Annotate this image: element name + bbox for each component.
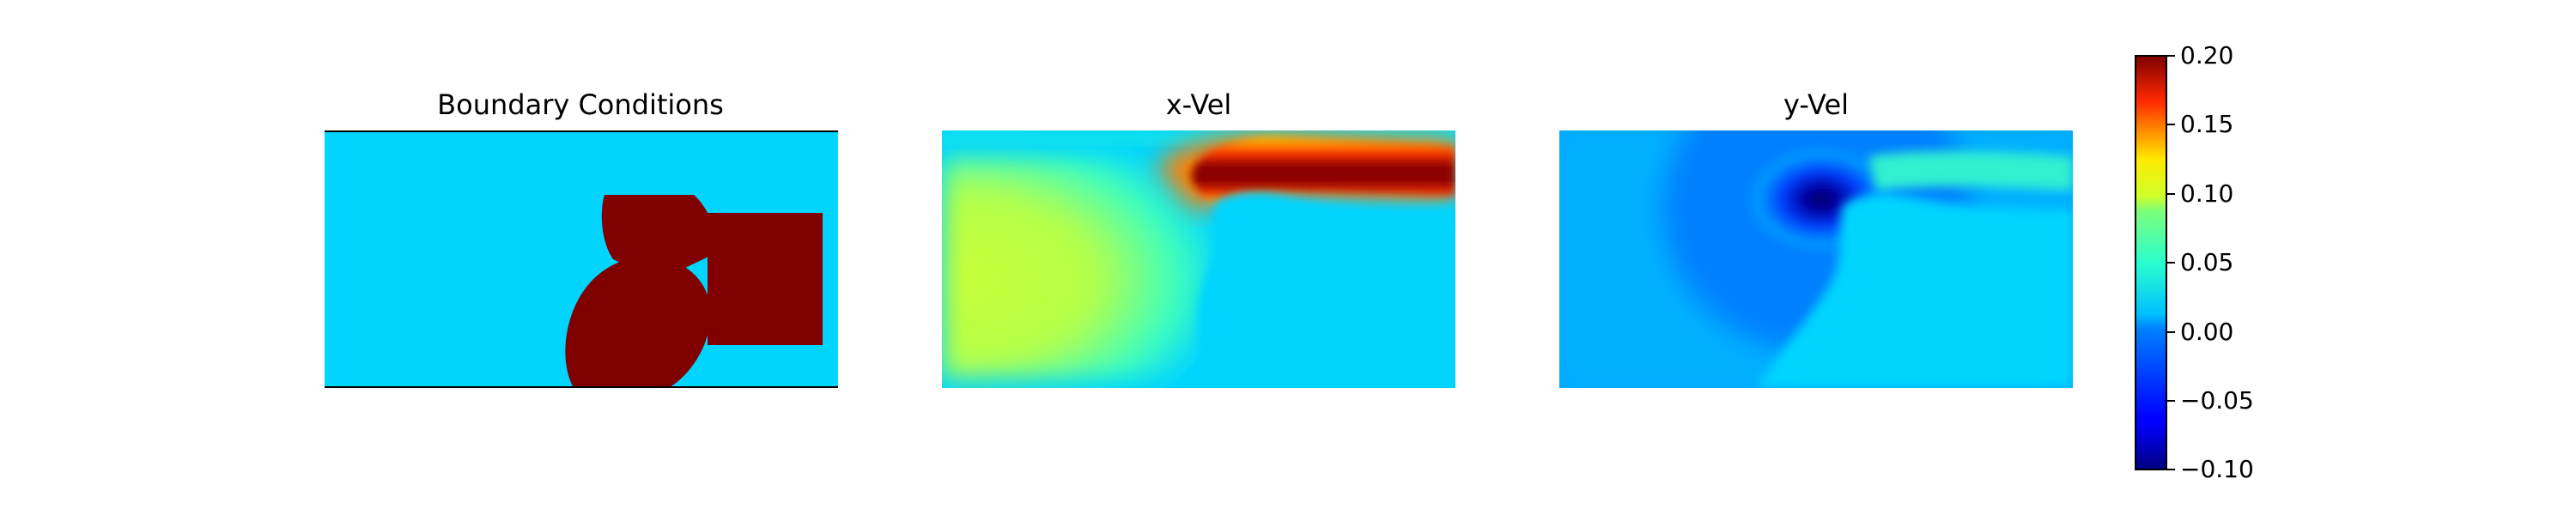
colorbar-tick-3	[2166, 262, 2175, 264]
colorbar-tick-2	[2166, 193, 2175, 195]
colorbar-tick-label-6: −0.10	[2180, 455, 2254, 483]
obstacle-upper	[601, 195, 714, 273]
colorbar-gradient	[2135, 55, 2167, 470]
y-vel-upper-jet	[1868, 151, 2073, 191]
colorbar-tick-label-3: 0.05	[2180, 248, 2234, 276]
colorbar-tick-0	[2166, 55, 2175, 57]
colorbar-tick-label-4: 0.00	[2180, 318, 2234, 346]
boundary-conditions-title: Boundary Conditions	[437, 88, 724, 121]
colorbar-tick-1	[2166, 124, 2175, 125]
y-vel-obstacle-wake	[1757, 194, 2073, 388]
colorbar-tick-label-0: 0.20	[2180, 41, 2234, 70]
obstacle-rectangle	[708, 213, 823, 345]
boundary-conditions-heatmap	[325, 130, 838, 388]
colorbar-tick-6	[2166, 469, 2175, 470]
colorbar-tick-4	[2166, 331, 2175, 333]
colorbar-tick-5	[2166, 400, 2175, 402]
colorbar-tick-label-1: 0.15	[2180, 110, 2234, 138]
y-vel-heatmap	[1559, 130, 2073, 388]
x-vel-jet-core	[1191, 137, 1455, 201]
x-vel-title: x-Vel	[1165, 88, 1232, 121]
obstacle-lower	[565, 256, 711, 388]
y-vel-title: y-Vel	[1783, 88, 1850, 121]
x-vel-heatmap	[942, 130, 1455, 388]
colorbar-tick-label-5: −0.05	[2180, 386, 2254, 415]
colorbar	[2135, 55, 2167, 470]
colorbar-tick-label-2: 0.10	[2180, 179, 2234, 208]
x-vel-obstacle-wake	[1197, 193, 1455, 388]
